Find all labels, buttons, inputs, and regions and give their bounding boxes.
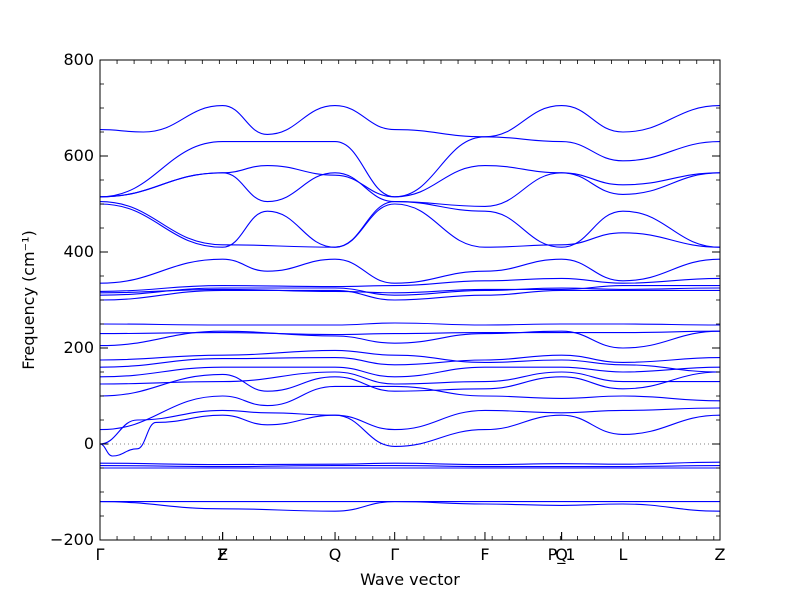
band-line-2	[99, 501, 721, 512]
x-tick-label: P_1	[548, 545, 576, 565]
x-ticks: Γ ZF Q Γ F P_1Q L Z	[96, 60, 726, 565]
band-line-12	[99, 354, 721, 368]
band-line-21	[99, 258, 721, 284]
y-tick-label: 0	[84, 434, 94, 453]
band-line-15	[99, 330, 721, 336]
x-tick-label: Z	[217, 545, 228, 564]
band-line-25	[99, 165, 721, 198]
band-line-3	[99, 465, 721, 468]
band-line-6	[99, 414, 721, 457]
x-tick-label: Q	[555, 545, 568, 564]
band-line-13	[99, 349, 721, 373]
band-line-16	[99, 322, 721, 326]
band-line-9	[99, 371, 721, 397]
x-tick-label: Z	[715, 545, 726, 564]
band-line-27	[99, 105, 721, 138]
y-axis-label: Frequency (cm⁻¹)	[19, 230, 38, 369]
band-line-11	[99, 366, 721, 378]
x-tick-label: Γ	[96, 545, 105, 564]
band-line-17	[99, 289, 720, 301]
band-line-10	[99, 371, 720, 385]
y-tick-label: 200	[63, 338, 94, 357]
band-line-26	[99, 136, 721, 198]
x-axis-label: Wave vector	[360, 570, 460, 589]
y-tick-label: 600	[63, 146, 94, 165]
band-line-14	[99, 330, 721, 349]
band-line-5	[99, 461, 721, 466]
band-line-18	[99, 287, 721, 296]
y-ticks: −200 0 200 400 600 800	[50, 50, 720, 549]
x-tick-label: F	[480, 545, 489, 564]
y-tick-label: −200	[50, 530, 94, 549]
band-line-24	[99, 172, 721, 207]
band-line-22	[99, 203, 721, 248]
x-tick-label: Γ	[390, 545, 399, 564]
band-lines	[99, 105, 721, 512]
band-line-19	[99, 285, 720, 294]
y-tick-label: 400	[63, 242, 94, 261]
x-tick-label: L	[618, 545, 627, 564]
y-tick-label: 800	[63, 50, 94, 69]
band-line-20	[99, 277, 721, 292]
band-line-8	[99, 385, 721, 431]
band-line-23	[99, 201, 721, 248]
x-tick-label: Q	[329, 545, 342, 564]
x-tick-label: F	[218, 545, 227, 564]
band-line-7	[99, 407, 721, 445]
